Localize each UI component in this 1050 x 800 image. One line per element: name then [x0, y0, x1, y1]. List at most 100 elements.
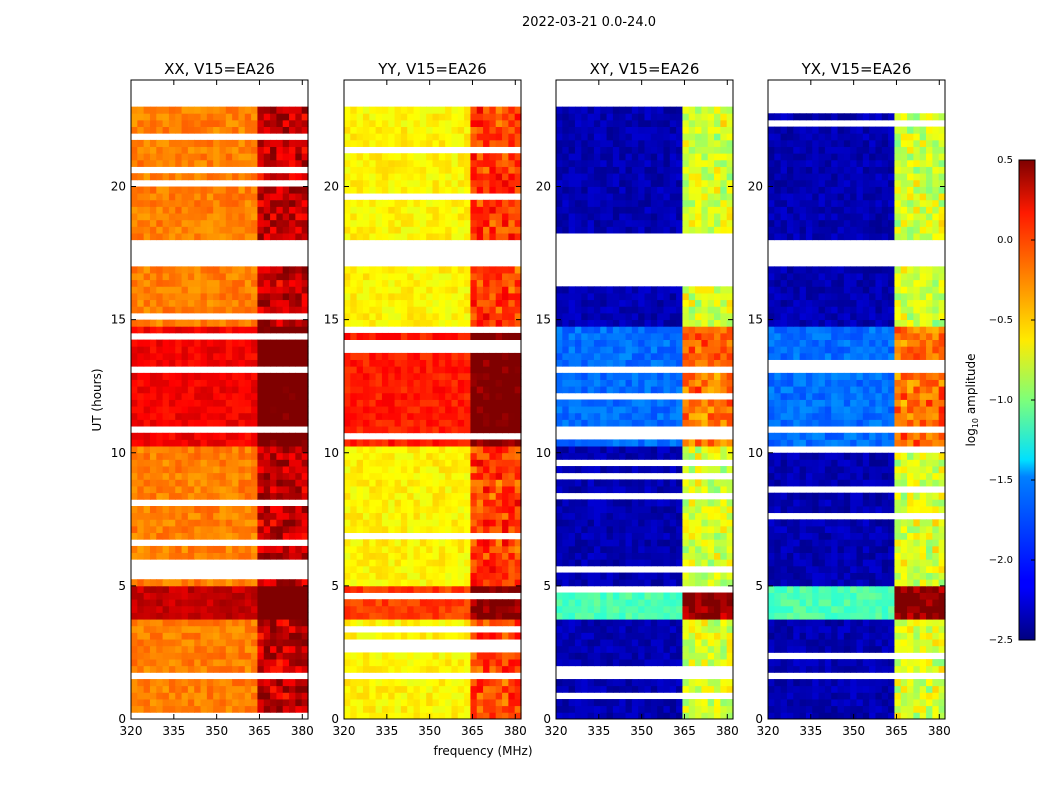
heat-cell — [407, 332, 415, 340]
heat-cell — [232, 326, 240, 334]
heat-cell — [426, 565, 434, 573]
heat-cell — [451, 552, 459, 560]
heat-cell — [502, 705, 509, 713]
heat-cell — [213, 705, 221, 713]
heat-cell — [263, 439, 271, 447]
heat-cell — [388, 366, 396, 374]
heat-cell — [695, 712, 702, 720]
heat-cell — [695, 639, 702, 647]
heat-cell — [270, 159, 277, 167]
heat-cell — [181, 193, 189, 201]
heat-cell — [489, 166, 497, 174]
heat-cell — [457, 479, 465, 487]
heat-cell — [219, 273, 227, 281]
heat-cell — [470, 499, 478, 507]
heat-cell — [470, 332, 478, 340]
heat-cell — [232, 466, 240, 474]
heat-cell — [419, 372, 427, 380]
heat-cell — [568, 625, 576, 633]
heat-cell — [362, 685, 370, 693]
heat-cell — [714, 645, 721, 653]
heat-cell — [400, 126, 408, 134]
heat-cell — [432, 119, 440, 127]
heat-cell — [131, 299, 138, 307]
heat-cell — [432, 386, 440, 394]
heat-cell — [181, 599, 189, 607]
heat-cell — [726, 699, 734, 707]
heat-cell — [489, 605, 497, 613]
heat-cell — [669, 652, 677, 660]
heat-cell — [282, 699, 290, 707]
heat-cell — [213, 412, 221, 420]
heat-cell — [251, 119, 259, 127]
heat-cell — [244, 299, 252, 307]
heat-cell — [726, 545, 734, 553]
heat-cell — [726, 625, 734, 633]
heat-cell — [137, 545, 145, 553]
heat-cell — [244, 552, 252, 560]
heat-cell — [426, 612, 434, 620]
heat-cell — [419, 199, 427, 207]
heat-cell — [282, 512, 290, 520]
heat-cell — [612, 592, 620, 600]
heat-cell — [270, 146, 277, 154]
heat-cell — [295, 592, 303, 600]
heat-cell — [232, 392, 240, 400]
heat-cell — [257, 466, 265, 474]
heat-cell — [263, 592, 271, 600]
heat-cell — [251, 652, 259, 660]
heat-cell — [464, 392, 472, 400]
x-tick-label: 380 — [504, 724, 527, 738]
heat-cell — [276, 492, 284, 500]
heat-cell — [445, 545, 453, 553]
heat-cell — [426, 279, 434, 287]
heat-cell — [200, 159, 208, 167]
heat-cell — [593, 625, 601, 633]
heat-cell — [276, 659, 284, 667]
heat-cell — [419, 186, 427, 194]
heat-cell — [457, 379, 465, 387]
heat-cell — [676, 532, 684, 540]
heat-cell — [168, 525, 176, 534]
heat-cell — [381, 446, 389, 454]
heat-cell — [206, 399, 214, 407]
heat-cell — [244, 392, 252, 400]
heat-cell — [263, 372, 271, 380]
heat-cell — [726, 559, 734, 567]
heat-cell — [400, 419, 408, 427]
heat-cell — [638, 525, 646, 534]
heat-cell — [301, 479, 309, 487]
heat-cell — [219, 226, 227, 234]
heat-cell — [143, 619, 151, 627]
heat-cell — [407, 446, 415, 454]
heat-cell — [263, 486, 271, 494]
y-tick-label: 15 — [324, 313, 339, 327]
heat-cell — [375, 545, 383, 553]
heat-cell — [257, 552, 265, 560]
heat-cell — [388, 412, 396, 420]
heat-cell — [644, 552, 652, 560]
heat-cell — [413, 512, 421, 520]
heat-cell — [257, 492, 265, 500]
heat-cell — [562, 552, 570, 560]
heat-cell — [657, 705, 665, 713]
heat-cell — [356, 585, 364, 593]
heat-cell — [650, 599, 658, 607]
heat-cell — [445, 659, 453, 667]
heat-cell — [200, 206, 208, 214]
heat-cell — [219, 679, 227, 687]
heat-cell — [276, 146, 284, 154]
heat-cell — [375, 186, 383, 194]
heat-cell — [301, 599, 309, 607]
heat-cell — [137, 392, 145, 400]
heat-cell — [282, 199, 290, 207]
heat-cell — [562, 699, 570, 707]
heat-cell — [470, 406, 478, 414]
heat-cell — [438, 319, 446, 327]
heat-cell — [451, 539, 459, 547]
heat-cell — [270, 399, 277, 407]
heat-cell — [282, 446, 290, 454]
heat-cell — [187, 486, 195, 494]
heat-cell — [143, 432, 151, 440]
heat-cell — [726, 579, 734, 587]
